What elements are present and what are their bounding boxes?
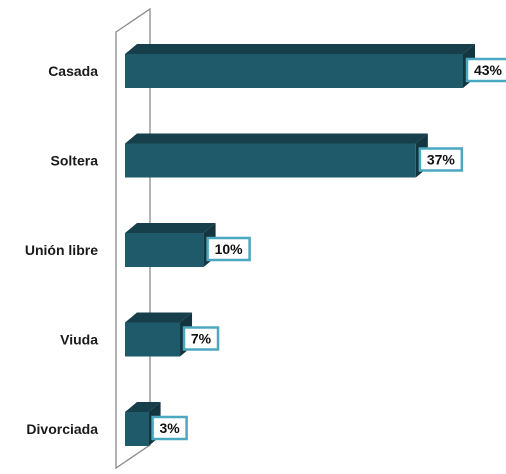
value-label-4: 3% <box>159 420 180 436</box>
depth-wall <box>115 7 151 470</box>
value-label-box-0 <box>465 57 506 83</box>
bar-top-4 <box>125 402 161 412</box>
bar-top-0 <box>125 44 475 54</box>
bar-1 <box>125 143 416 178</box>
category-label-4: Divorciada <box>26 421 98 437</box>
bar-3 <box>125 322 181 357</box>
bar-top-1 <box>125 133 428 144</box>
bar-2 <box>125 233 204 267</box>
category-label-1: Soltera <box>51 153 99 169</box>
category-label-3: Viuda <box>60 332 98 348</box>
value-label-box-1 <box>418 147 464 172</box>
value-label-0: 43% <box>474 62 503 78</box>
bar-0 <box>125 54 463 88</box>
value-label-3: 7% <box>191 331 212 347</box>
category-label-0: Casada <box>48 63 98 79</box>
bar-top-2 <box>125 223 216 233</box>
value-label-2: 10% <box>215 241 244 257</box>
bar-4 <box>125 412 149 446</box>
category-label-2: Unión libre <box>25 242 98 258</box>
value-label-1: 37% <box>427 152 456 168</box>
bar-top-3 <box>125 312 193 323</box>
value-label-box-2 <box>206 236 251 262</box>
value-label-box-4 <box>151 415 188 441</box>
value-label-box-3 <box>182 326 220 351</box>
